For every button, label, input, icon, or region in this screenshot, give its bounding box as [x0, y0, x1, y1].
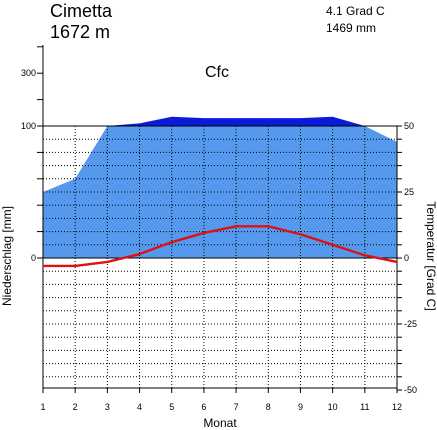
x-tick-label: 12 [392, 402, 402, 412]
y-right-tick-label: 0 [404, 253, 409, 263]
x-tick-label: 6 [201, 402, 206, 412]
station-name: Cimetta [50, 1, 113, 21]
station-elevation: 1672 m [50, 22, 110, 42]
y-axis-left-label: Niederschlag [mm] [0, 206, 14, 306]
y-left-tick-label: 0 [31, 253, 36, 263]
x-tick-label: 1 [40, 402, 45, 412]
climate-class: Cfc [205, 64, 229, 81]
temperature-line [43, 225, 398, 268]
perhumid-area [43, 116, 397, 126]
y-right-tick-label: -50 [404, 385, 417, 395]
x-tick-label: 7 [234, 402, 239, 412]
y-right-tick-label: 50 [404, 121, 414, 131]
y-left-tick-label: 100 [21, 121, 36, 131]
grid [43, 126, 397, 388]
precipitation-areas [43, 116, 397, 258]
x-tick-label: 3 [105, 402, 110, 412]
y-left-tick-label: 300 [21, 68, 36, 78]
annual-precipitation: 1469 mm [326, 21, 376, 35]
x-axis-label: Monat [203, 416, 237, 430]
x-tick-label: 8 [266, 402, 271, 412]
x-tick-label: 4 [137, 402, 142, 412]
x-tick-label: 11 [360, 402, 369, 412]
axes [37, 45, 402, 393]
y-axis-right-label: Temperatur [Grad C] [424, 201, 437, 310]
x-tick-label: 9 [298, 402, 303, 412]
y-right-tick-label: 25 [404, 187, 414, 197]
x-tick-label: 10 [328, 402, 338, 412]
x-tick-label: 2 [73, 402, 78, 412]
temperature-series [43, 225, 398, 268]
mean-temperature: 4.1 Grad C [326, 4, 385, 18]
y-right-tick-label: -25 [404, 319, 417, 329]
x-tick-label: 5 [169, 402, 174, 412]
